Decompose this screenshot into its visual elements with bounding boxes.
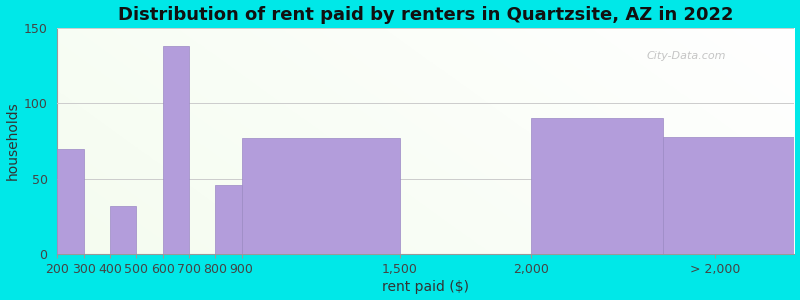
- Bar: [531, 118, 663, 254]
- Bar: [663, 136, 794, 254]
- Bar: [162, 46, 189, 254]
- Text: City-Data.com: City-Data.com: [647, 50, 726, 61]
- X-axis label: rent paid ($): rent paid ($): [382, 280, 470, 294]
- Bar: [58, 148, 84, 254]
- Y-axis label: households: households: [6, 102, 19, 180]
- Bar: [242, 138, 399, 254]
- Bar: [215, 185, 242, 254]
- Title: Distribution of rent paid by renters in Quartzsite, AZ in 2022: Distribution of rent paid by renters in …: [118, 6, 734, 24]
- Bar: [110, 206, 136, 254]
